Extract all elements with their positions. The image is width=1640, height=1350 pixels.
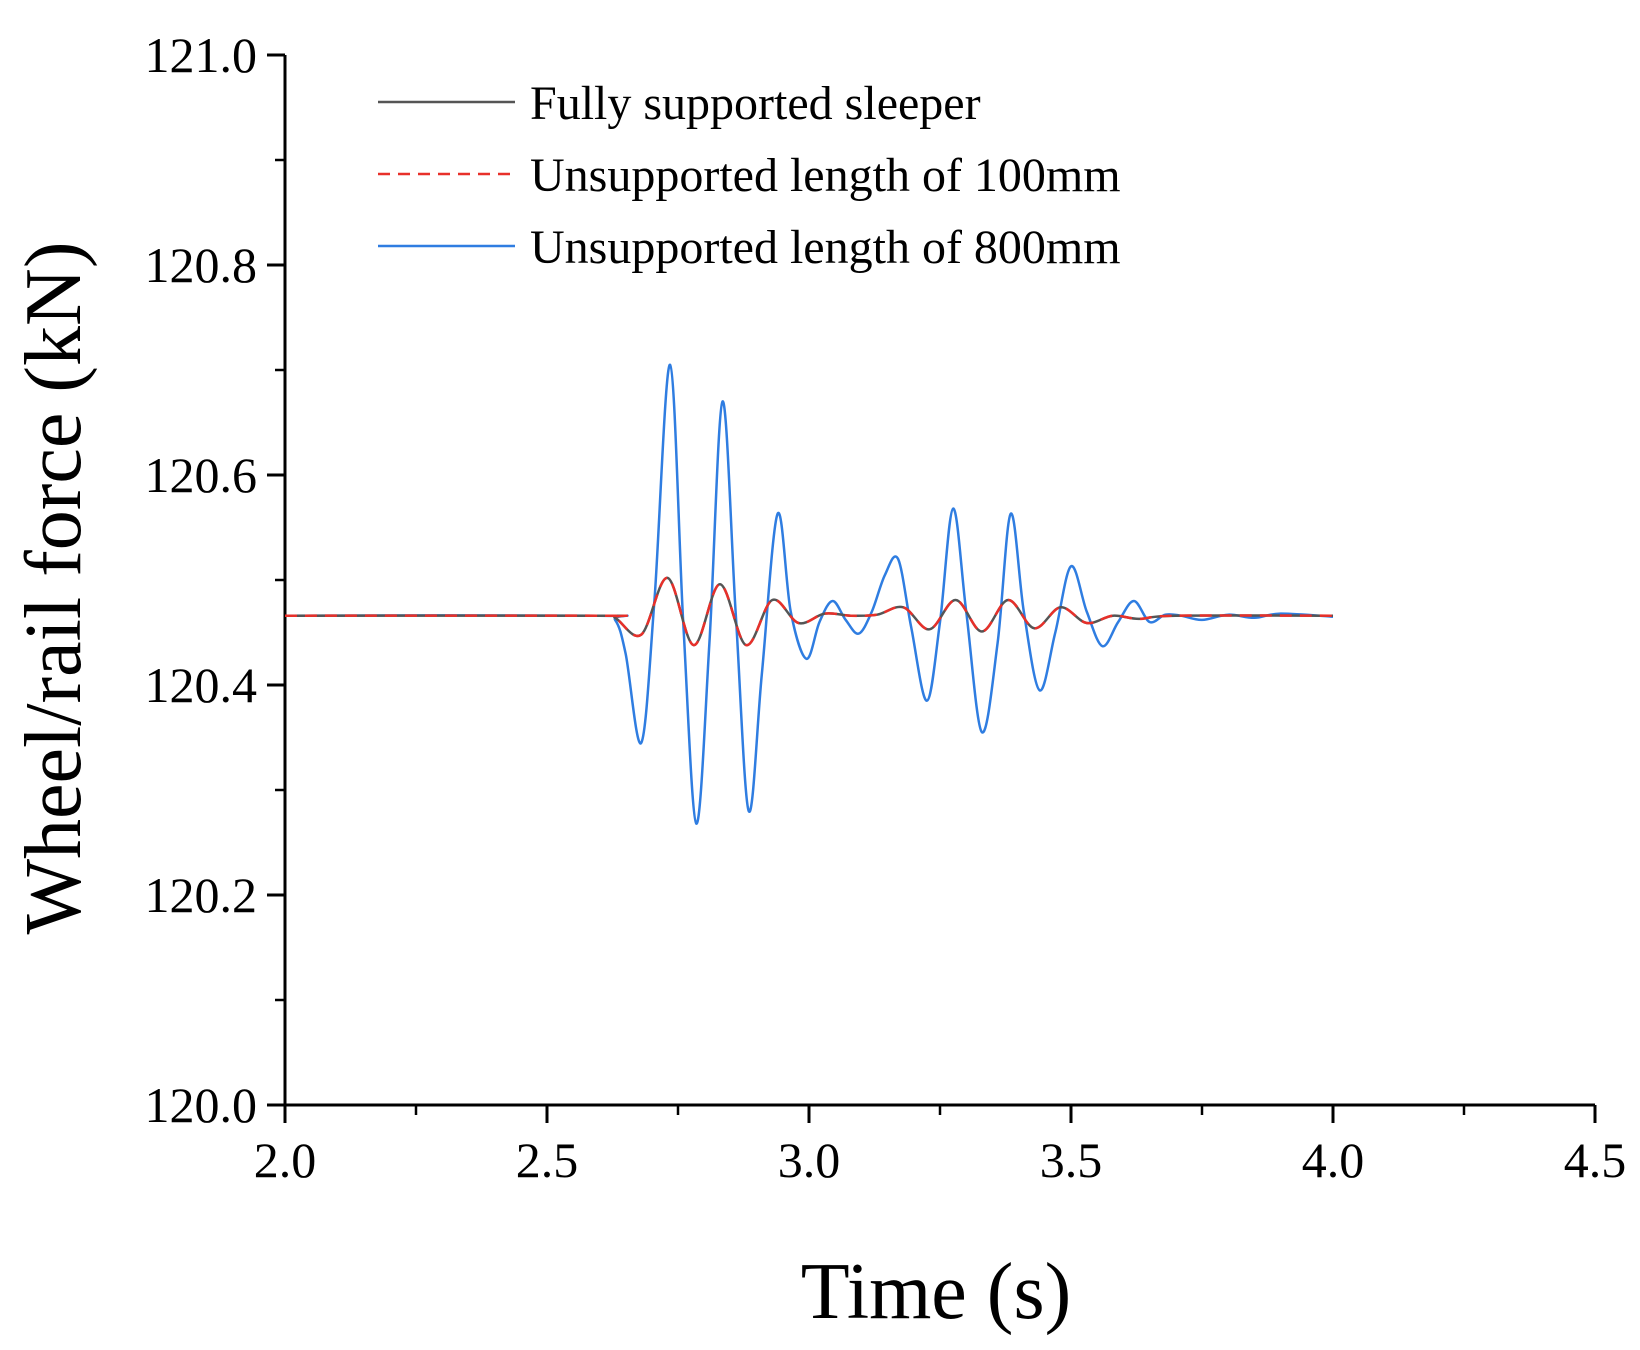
series-line-unsupported-length-of-800mm [284, 363, 1334, 825]
axes: 120.0 120.2 120.4 120.6 120.8 121.0 2.0 2.5 3.0 3… [145, 27, 1627, 1188]
x-tick-label: 4.5 [1564, 1132, 1627, 1188]
legend: Fully supported sleeper Unsupported lengt… [378, 77, 1121, 274]
x-tick-label: 2.5 [516, 1132, 579, 1188]
x-tick-label: 3.5 [1040, 1132, 1103, 1188]
x-tick-label: 4.0 [1302, 1132, 1365, 1188]
legend-label-fully-supported-sleeper: Fully supported sleeper [530, 77, 981, 130]
x-axis-title: Time (s) [801, 1248, 1071, 1336]
y-tick-label: 120.6 [145, 447, 258, 503]
y-axis-title: Wheel/rail force (kN) [10, 242, 98, 935]
y-tick-label: 120.2 [145, 867, 258, 923]
series-lines [284, 363, 1334, 825]
legend-label-unsupported-length-of-800mm: Unsupported length of 800mm [530, 221, 1121, 274]
y-tick-label: 120.0 [145, 1077, 258, 1133]
y-tick-label: 121.0 [145, 27, 258, 83]
series-line-unsupported-length-of-100mm [284, 576, 1334, 647]
legend-label-unsupported-length-of-100mm: Unsupported length of 100mm [530, 149, 1121, 202]
y-tick-label: 120.8 [145, 237, 258, 293]
y-tick-label: 120.4 [145, 657, 258, 713]
x-tick-label: 2.0 [254, 1132, 317, 1188]
series-line-fully-supported-sleeper [284, 576, 1334, 647]
x-tick-label: 3.0 [778, 1132, 841, 1188]
